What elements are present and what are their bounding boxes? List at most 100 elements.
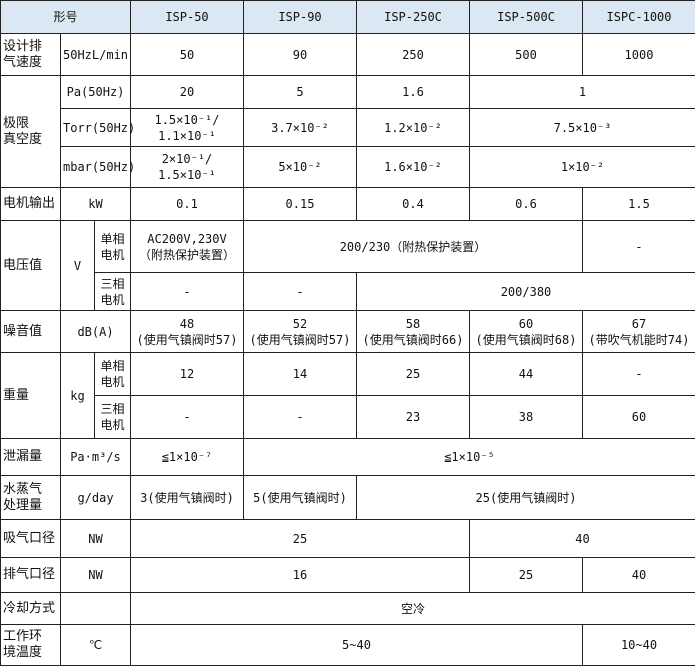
table-row: 冷却方式 空冷 (0, 592, 695, 625)
row-label: 排气口径 (0, 557, 61, 593)
table-cell: 250 (356, 33, 470, 76)
table-cell: ≦1×10⁻⁵ (243, 438, 695, 476)
table-cell: 25 (356, 352, 470, 396)
row-label: 极限 真空度 (0, 75, 61, 188)
table-cell: kW (60, 187, 131, 221)
table-cell: 单相 电机 (94, 220, 131, 273)
table-cell: Pa·m³/s (60, 438, 131, 476)
row-label: 电压值 (0, 220, 61, 311)
table-cell: 12 (130, 352, 244, 396)
table-cell: 三相 电机 (94, 272, 131, 311)
row-label: 电机输出 (0, 187, 61, 221)
table-cell: 25 (469, 557, 583, 593)
table-cell: dB(A) (60, 310, 131, 353)
table-cell: - (130, 395, 244, 439)
table-cell: 200/230（附热保护装置） (243, 220, 583, 273)
header-cell: ISP-250C (356, 0, 470, 34)
table-cell: 10~40 (582, 624, 695, 666)
table-cell: 52 (使用气镇阀时57) (243, 310, 357, 353)
table-cell: 3.7×10⁻² (243, 108, 357, 147)
table-cell: 5 (243, 75, 357, 109)
table-cell: 0.6 (469, 187, 583, 221)
table-row: 工作环 境温度 ℃ 5~40 10~40 (0, 624, 695, 666)
table-cell: 58 (使用气镇阀时66) (356, 310, 470, 353)
table-cell: 1.2×10⁻² (356, 108, 470, 147)
table-cell: 25(使用气镇阀时) (356, 475, 695, 520)
table-cell: 60 (使用气镇阀时68) (469, 310, 583, 353)
table-cell: 5(使用气镇阀时) (243, 475, 357, 520)
table-cell: 7.5×10⁻³ (469, 108, 695, 147)
table-cell: 3(使用气镇阀时) (130, 475, 244, 520)
table-cell: 1.5 (582, 187, 695, 221)
table-cell: 14 (243, 352, 357, 396)
row-label: 噪音值 (0, 310, 61, 353)
table-row: Torr(50Hz) 1.5×10⁻¹/ 1.1×10⁻¹ 3.7×10⁻² 1.2×… (1, 108, 695, 147)
table-cell: 48 (使用气镇阀时57) (130, 310, 244, 353)
table-cell: 1 (469, 75, 695, 109)
table-cell: 200/380 (356, 272, 695, 311)
table-row: 噪音值 dB(A) 48 (使用气镇阀时57) 52 (使用气镇阀时57) 58 (使用… (0, 310, 695, 353)
table-cell: 5×10⁻² (243, 146, 357, 188)
table-row: 水蒸气 处理量 g/day 3(使用气镇阀时) 5(使用气镇阀时) 25(使用气镇阀时) (0, 475, 695, 520)
table-cell: Pa(50Hz) (60, 75, 131, 109)
row-label: 吸气口径 (0, 519, 61, 558)
table-cell: 500 (469, 33, 583, 76)
row-label: 水蒸气 处理量 (0, 475, 61, 520)
table-cell: 0.1 (130, 187, 244, 221)
table-cell: 三相 电机 (94, 395, 131, 439)
table-row: 重量 kg 单相 电机 12 14 25 44- (0, 352, 695, 439)
table-row: 电压值 V 单相 电机 AC200V,230V （附热保护装置） 200/230（附热保… (0, 220, 695, 311)
row-label: 冷却方式 (0, 592, 61, 625)
row-label: 重量 (0, 352, 61, 439)
table-cell: 40 (469, 519, 695, 558)
table-cell: 2×10⁻¹/ 1.5×10⁻¹ (130, 146, 244, 188)
table-cell: NW (60, 557, 131, 593)
table-cell: 23 (356, 395, 470, 439)
table-cell: 5~40 (130, 624, 583, 666)
table-cell: Torr(50Hz) (60, 108, 135, 147)
table-cell: g/day (60, 475, 131, 520)
table-cell: 40 (582, 557, 695, 593)
table-cell: 60 (582, 395, 695, 439)
header-cell: ISP-50 (130, 0, 244, 34)
table-row: 设计排 气速度 50HzL/min 50 90 250 500 1000 (0, 33, 695, 76)
table-cell: 90 (243, 33, 357, 76)
table-cell: mbar(50Hz) (60, 146, 135, 188)
table-cell: 1×10⁻² (469, 146, 695, 188)
table-cell: - (243, 395, 357, 439)
table-cell: - (582, 352, 695, 396)
table-row: 三相 电机 - -23 38 60 (1, 395, 695, 439)
row-label: 工作环 境温度 (0, 624, 61, 666)
table-cell: V (60, 220, 95, 311)
header-cell: ISP-90 (243, 0, 357, 34)
header-cell: ISPC-1000 (582, 0, 695, 34)
table-cell: ≦1×10⁻⁷ (130, 438, 244, 476)
table-row: 泄漏量 Pa·m³/s ≦1×10⁻⁷ ≦1×10⁻⁵ (0, 438, 695, 476)
table-row: mbar(50Hz) 2×10⁻¹/ 1.5×10⁻¹ 5×10⁻² 1.6×10⁻²… (1, 146, 695, 188)
header-cell: 形号 (0, 0, 131, 34)
table-cell: 0.4 (356, 187, 470, 221)
table-row: 排气口径 NW 16 25 40 (0, 557, 695, 593)
table-cell: 20 (130, 75, 244, 109)
header-cell: ISP-500C (469, 0, 583, 34)
table-cell: 1.6 (356, 75, 470, 109)
table-cell: 44 (469, 352, 583, 396)
table-cell: - (582, 220, 695, 273)
table-cell: 50HzL/min (60, 33, 131, 76)
table-cell: AC200V,230V （附热保护装置） (130, 220, 244, 273)
table-cell: 空冷 (130, 592, 695, 625)
table-row: 三相 电机 - -200/380 (1, 272, 695, 311)
table-row: 极限 真空度 Pa(50Hz) 20 5 1.6 1 (0, 75, 695, 188)
table-cell: NW (60, 519, 131, 558)
table-row: 电机输出 kW 0.1 0.15 0.4 0.6 1.5 (0, 187, 695, 221)
table-cell: 16 (130, 557, 470, 593)
table-cell: 1000 (582, 33, 695, 76)
table-cell (60, 592, 131, 625)
table-cell: 67 (带吹气机能时74) (582, 310, 695, 353)
table-cell: kg (60, 352, 95, 439)
header-row: 形号 ISP-50 ISP-90 ISP-250C ISP-500C ISPC-1000 (0, 0, 695, 34)
table-cell: 50 (130, 33, 244, 76)
table-cell: 0.15 (243, 187, 357, 221)
table-cell: 1.6×10⁻² (356, 146, 470, 188)
